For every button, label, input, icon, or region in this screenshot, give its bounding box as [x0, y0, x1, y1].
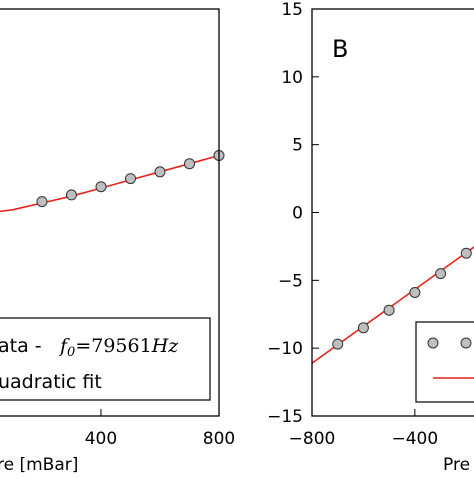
panel-a-legend-fit-label: uadratic fit [0, 371, 102, 393]
panel-b-legend-box [415, 321, 474, 403]
panel-a-data-point [125, 173, 136, 185]
panel-b-y-ticks: −15 −10 −5 0 5 10 15 [267, 0, 319, 427]
panel-b-y-tick-label: −5 [278, 271, 303, 291]
panel-b-data-point [409, 287, 421, 298]
panel-a-data-point [184, 158, 195, 170]
panel-b-y-tick-label: −10 [267, 339, 303, 359]
panel-a-data-point [36, 196, 48, 208]
panel-b-data-point [383, 304, 395, 316]
panel-a-x-tick-label: 800 [203, 429, 235, 449]
panel-b-data-point [357, 322, 369, 334]
panel-a-data-point [154, 166, 166, 178]
panel-b-y-tick-label: 5 [292, 136, 303, 156]
panel-b-x-tick-label: −800 [289, 429, 336, 449]
panel-a-x-ticks: 0400800 [85, 409, 235, 449]
panel-a-legend-data-label: ata - [0, 335, 48, 357]
panel-b-letter: B [332, 35, 348, 63]
panel-b-data-point [435, 268, 447, 280]
panel-a-x-axis-label: re [mBar] [0, 455, 78, 474]
panel-a-legend-box [0, 317, 211, 401]
panel-a-legend-formula: f0=79561Hz [58, 335, 179, 360]
panel-b-legend-marker-2 [460, 337, 472, 349]
panel-b-legend [415, 321, 474, 403]
panel-a: 0400800 re [mBar] ata - f0=79561Hz uadra… [0, 8, 235, 475]
panel-b-y-tick-label: −15 [267, 407, 303, 427]
panel-b-legend-marker-1 [427, 337, 439, 349]
panel-a-axes-frame [0, 8, 220, 417]
panel-b-y-tick-label: 10 [281, 68, 303, 88]
panel-b: −15 −10 −5 0 5 10 15 −800 −400 Pre B [267, 0, 474, 475]
panel-b-y-tick-label: 15 [281, 0, 303, 20]
panel-a-x-tick-label: 400 [85, 429, 117, 449]
panel-a-legend: ata - f0=79561Hz uadratic fit [0, 317, 211, 401]
panel-a-data-point [95, 181, 107, 193]
panel-a-points-group [36, 150, 225, 208]
panel-b-y-tick-label: 0 [292, 204, 303, 224]
panel-b-x-ticks: −800 −400 [289, 409, 439, 449]
panel-b-data-point [460, 247, 472, 259]
panel-b-points-group [332, 247, 472, 350]
panel-b-x-axis-label: Pre [443, 455, 470, 474]
panel-b-data-point [332, 338, 344, 350]
panel-a-data-point [66, 189, 77, 201]
panel-b-x-tick-label: −400 [392, 429, 439, 449]
